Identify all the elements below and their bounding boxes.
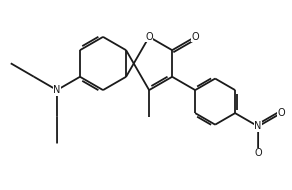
Text: O: O [254,148,262,158]
Text: N: N [254,121,262,131]
Text: O: O [145,32,153,42]
Text: N: N [53,85,61,95]
Text: O: O [277,108,285,118]
Text: O: O [191,32,199,42]
